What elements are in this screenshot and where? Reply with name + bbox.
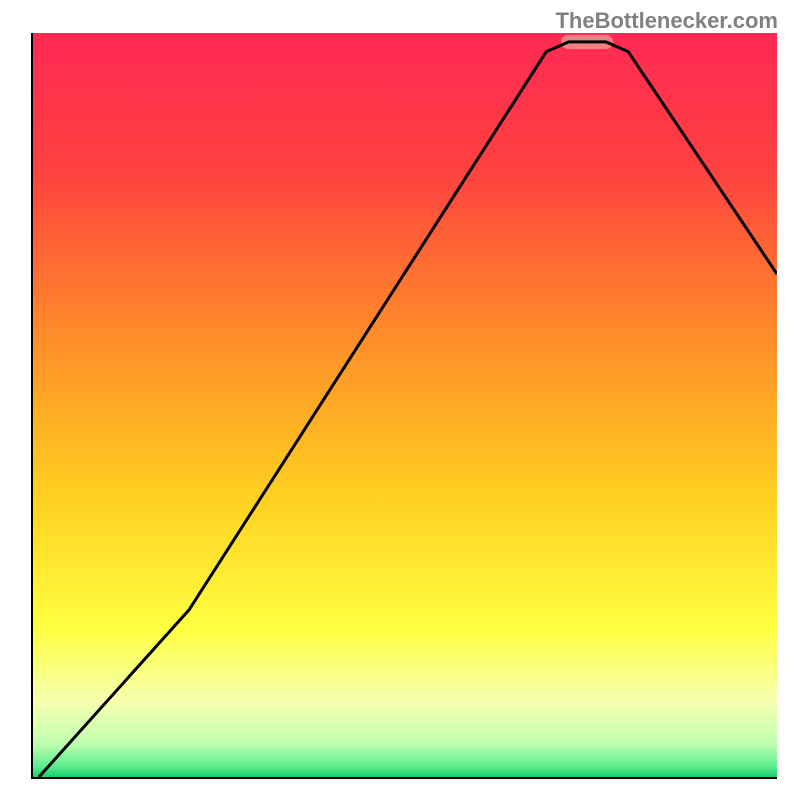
figure-root: TheBottlenecker.com [0,0,800,800]
bottleneck-curve [33,33,777,777]
axis-bottom [31,777,777,779]
axis-left [31,33,33,777]
watermark-text: TheBottlenecker.com [555,8,778,34]
plot-area [33,33,777,777]
bottleneck-curve-path [39,42,777,777]
